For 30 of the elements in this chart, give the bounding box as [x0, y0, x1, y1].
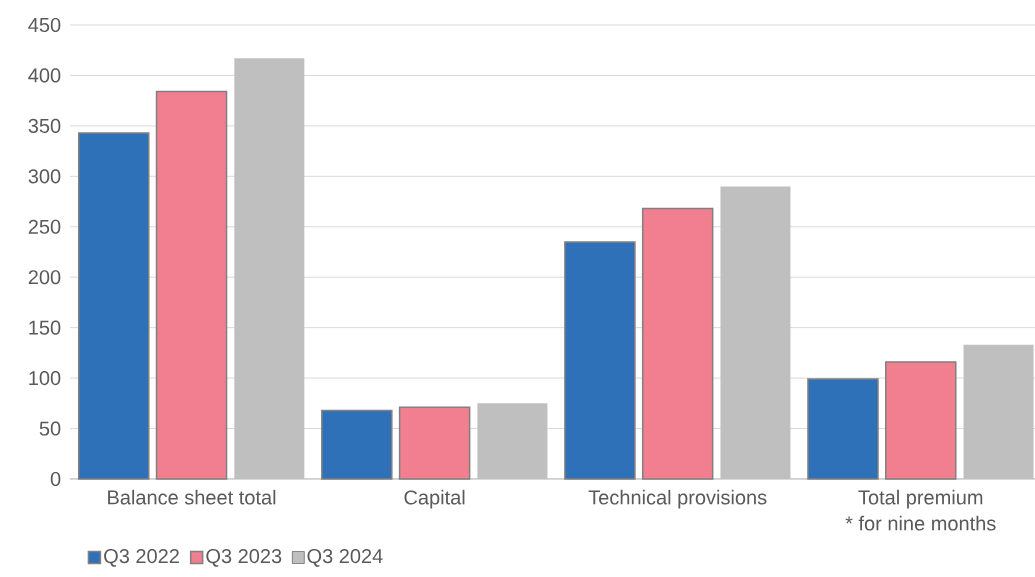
y-tick-label: 350 — [28, 118, 61, 133]
bar — [234, 58, 305, 479]
y-tick-label: 300 — [28, 169, 61, 184]
bar — [398, 406, 471, 480]
bar — [807, 378, 879, 480]
y-tick-label: 200 — [28, 270, 61, 285]
bar — [963, 344, 1034, 479]
x-tick-label: Technical provisions — [588, 489, 767, 509]
x-tick-label: Capital — [404, 489, 465, 509]
bar — [477, 403, 548, 479]
x-tick-label: Total premium — [858, 489, 983, 509]
y-tick-label: 400 — [28, 68, 61, 83]
bar — [78, 132, 150, 480]
y-tick-label: 250 — [28, 219, 61, 234]
bar — [321, 409, 393, 480]
legend-label: Q3 2024 — [307, 549, 383, 567]
y-tick-label: 150 — [29, 320, 61, 335]
text: * for nine months — [845, 515, 996, 531]
y-tick-label: 0 — [50, 471, 61, 487]
bar — [155, 90, 228, 480]
bar — [720, 186, 791, 479]
bar — [885, 361, 957, 480]
legend-label: Q3 2022 — [104, 549, 179, 567]
bar — [641, 207, 714, 480]
legend-label: Q3 2023 — [206, 549, 282, 567]
y-tick-label: 450 — [28, 17, 61, 33]
bar — [564, 241, 636, 480]
x-tick-label: Balance sheet total — [108, 489, 276, 505]
y-tick-label: 100 — [29, 371, 61, 386]
y-tick-label: 50 — [39, 421, 61, 436]
